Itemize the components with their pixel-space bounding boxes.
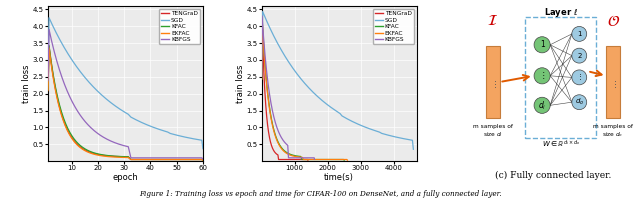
Text: Layer $\ell$: Layer $\ell$	[543, 6, 578, 20]
Text: 2: 2	[577, 53, 582, 59]
Text: ...: ...	[608, 78, 618, 87]
X-axis label: epoch: epoch	[113, 173, 138, 182]
Circle shape	[572, 26, 587, 41]
Text: Figure 1: Training loss vs epoch and time for CIFAR-100 on DenseNet, and a fully: Figure 1: Training loss vs epoch and tim…	[139, 190, 501, 198]
Text: ...: ...	[488, 78, 498, 87]
Y-axis label: train loss: train loss	[22, 64, 31, 103]
X-axis label: time(s): time(s)	[324, 173, 354, 182]
Circle shape	[534, 37, 550, 53]
Circle shape	[572, 95, 587, 110]
Circle shape	[572, 48, 587, 63]
Text: (c) Fully connected layer.: (c) Fully connected layer.	[495, 171, 611, 180]
Circle shape	[534, 68, 550, 84]
Circle shape	[572, 70, 587, 85]
Text: $\vdots$: $\vdots$	[577, 72, 582, 82]
Y-axis label: train loss: train loss	[236, 64, 245, 103]
Legend: TENGraD, SGD, KFAC, EKFAC, KBFGS: TENGraD, SGD, KFAC, EKFAC, KBFGS	[159, 9, 200, 44]
Text: 1: 1	[540, 40, 545, 49]
Text: $W \in \mathbb{R}^{d_i \times d_o}$: $W \in \mathbb{R}^{d_i \times d_o}$	[541, 139, 580, 150]
Legend: TENGraD, SGD, KFAC, EKFAC, KBFGS: TENGraD, SGD, KFAC, EKFAC, KBFGS	[373, 9, 413, 44]
Text: 1: 1	[577, 31, 582, 37]
Circle shape	[534, 97, 550, 113]
Text: $\mathcal{O}$: $\mathcal{O}$	[607, 14, 620, 29]
Text: $\mathcal{I}$: $\mathcal{I}$	[487, 15, 498, 28]
Text: $d_o$: $d_o$	[575, 97, 584, 107]
FancyBboxPatch shape	[486, 46, 499, 118]
Text: m samples of
size $d_i$: m samples of size $d_i$	[473, 124, 513, 139]
Text: $\vdots$: $\vdots$	[539, 70, 545, 81]
Text: m samples of
size $d_o$: m samples of size $d_o$	[593, 124, 633, 139]
Text: $d_i$: $d_i$	[538, 99, 547, 112]
FancyBboxPatch shape	[606, 46, 620, 118]
